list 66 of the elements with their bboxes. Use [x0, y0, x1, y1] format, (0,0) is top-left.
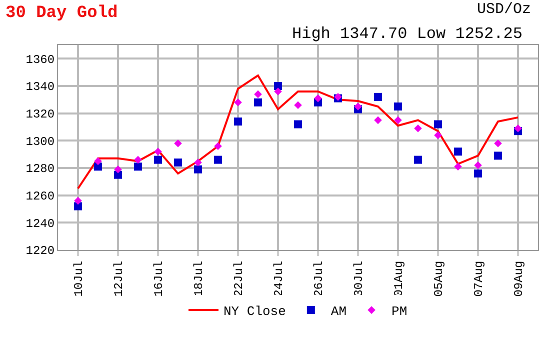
point — [234, 118, 242, 126]
point — [294, 101, 302, 110]
point — [174, 158, 182, 167]
point — [134, 156, 142, 164]
point — [414, 156, 422, 164]
x-tick-label: 09Aug — [512, 260, 526, 297]
x-tick-label: 16Jul — [152, 260, 166, 297]
point — [254, 98, 262, 106]
x-tick-label: 07Aug — [472, 260, 486, 297]
point — [274, 88, 282, 96]
point — [234, 98, 242, 106]
chart-title: 30 Day Gold — [6, 4, 118, 23]
point — [174, 140, 182, 148]
chart-subtitle: High 1347.70 Low 1252.25 — [292, 25, 522, 43]
point — [154, 148, 162, 156]
y-tick-label: 1320 — [26, 108, 55, 122]
point — [314, 94, 322, 102]
legend-label: AM — [330, 304, 347, 320]
point — [374, 92, 382, 101]
x-tick-label: 26Jul — [312, 260, 326, 297]
x-tick-label: 05Aug — [432, 260, 446, 297]
y-tick-label: 1360 — [26, 52, 55, 67]
point — [454, 148, 462, 156]
point — [494, 152, 502, 160]
point — [74, 202, 82, 210]
point — [434, 120, 442, 128]
point — [114, 165, 122, 174]
y-tick-label: 1300 — [26, 134, 55, 149]
legend-label: PM — [392, 304, 408, 320]
point — [374, 116, 382, 124]
point — [434, 131, 442, 140]
x-tick-label: 18Jul — [192, 260, 206, 297]
point — [154, 156, 162, 164]
legend-label: NY Close — [224, 304, 286, 320]
y-tick-label: 1340 — [26, 80, 55, 94]
point — [474, 161, 482, 170]
y-tick-label: 1260 — [26, 190, 55, 204]
point — [214, 156, 222, 164]
point — [194, 165, 202, 174]
point — [194, 158, 202, 166]
point — [354, 102, 362, 110]
line-series — [77, 74, 519, 190]
x-tick-label: 24Jul — [272, 260, 286, 297]
point — [254, 90, 262, 98]
point — [214, 142, 222, 150]
point — [274, 82, 282, 90]
y-tick-label: 1240 — [26, 216, 55, 231]
x-tick-label: 30Jul — [352, 260, 366, 297]
text: USD/Oz — [477, 1, 532, 18]
point — [74, 196, 82, 205]
point — [494, 140, 502, 148]
point — [294, 120, 302, 128]
point — [454, 162, 462, 171]
point — [134, 162, 142, 171]
x-tick-label: 10Jul — [72, 260, 86, 297]
point — [514, 124, 522, 132]
point — [114, 170, 122, 179]
point — [414, 124, 422, 132]
x-tick-label: 22Jul — [232, 260, 246, 297]
x-tick-label: 12Jul — [112, 260, 126, 297]
y-tick-label: 1280 — [26, 162, 55, 176]
point — [394, 102, 402, 110]
point — [394, 116, 402, 124]
point — [474, 169, 482, 178]
y-tick-label: 1220 — [26, 244, 55, 258]
point — [94, 157, 102, 166]
